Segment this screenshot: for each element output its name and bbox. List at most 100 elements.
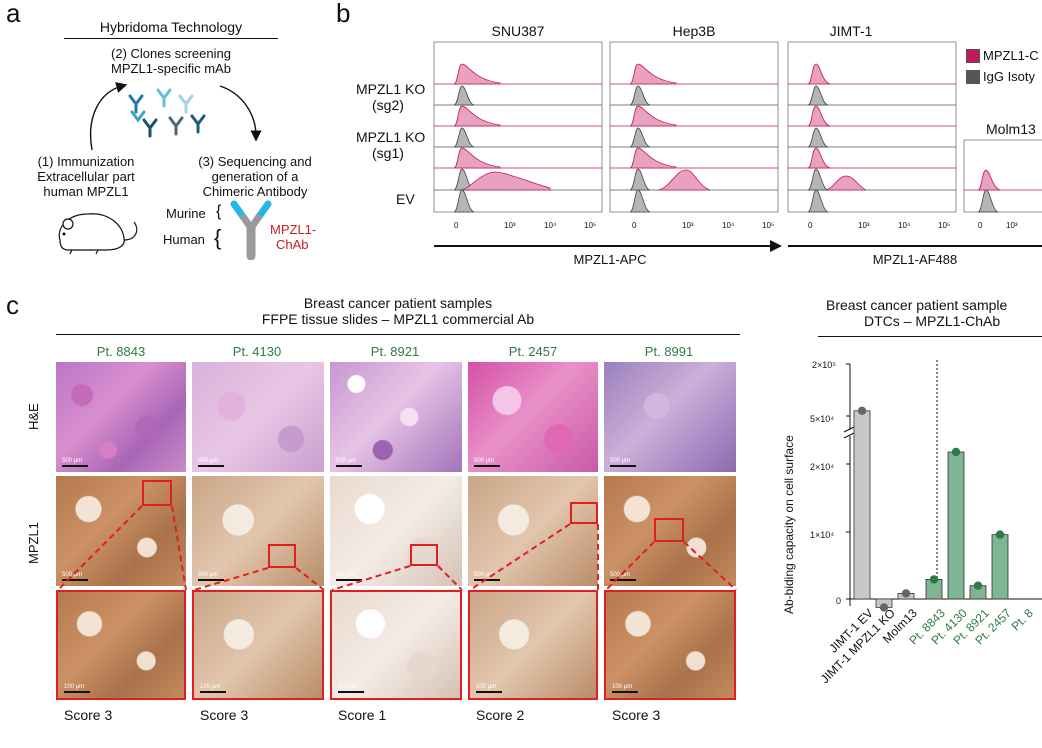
ihc-image-8991: 500 µm bbox=[604, 476, 736, 586]
he-image-8843: 500 µm bbox=[56, 362, 186, 472]
he-image-8921: 500 µm bbox=[330, 362, 462, 472]
row-label-ko-sg1: MPZL1 KO bbox=[356, 129, 426, 145]
patient-label-8991: Pt. 8991 bbox=[644, 344, 694, 359]
title-underline bbox=[64, 38, 278, 39]
roi-box-4130 bbox=[268, 544, 296, 568]
bar-point-6 bbox=[973, 581, 983, 590]
roi-box-8843 bbox=[142, 480, 172, 506]
legend-label-mpzl1: MPZL1-C bbox=[983, 48, 1039, 63]
row-label-mpzl1: MPZL1 bbox=[26, 522, 41, 564]
score-label-8991: Score 3 bbox=[612, 707, 661, 723]
tick-jimt-4: 10⁴ bbox=[898, 221, 911, 230]
tick-molm-3: 10³ bbox=[1006, 221, 1018, 230]
xaxis-label-apc: MPZL1-APC bbox=[573, 252, 647, 267]
bar-point-7 bbox=[995, 530, 1005, 539]
ihc-image-2457: 500 µm bbox=[468, 476, 598, 586]
bar-point-2 bbox=[879, 603, 889, 612]
murine-label: Murine bbox=[166, 206, 206, 221]
score-label-8843: Score 3 bbox=[64, 707, 113, 723]
human-label: Human bbox=[163, 232, 205, 247]
row-label-ev: EV bbox=[396, 191, 415, 207]
patient-label-2457: Pt. 2457 bbox=[508, 344, 558, 359]
row-label-he: H&E bbox=[26, 403, 41, 430]
he-image-4130: 500 µm bbox=[192, 362, 324, 472]
score-label-4130: Score 3 bbox=[200, 707, 249, 723]
histogram-panel-snu387 bbox=[433, 41, 603, 213]
panel-d-title-line1: Breast cancer patient sample bbox=[826, 297, 1008, 313]
panel-letter-c: c bbox=[6, 290, 19, 320]
legend-swatch-igg bbox=[966, 70, 980, 84]
panel-c-title-line1: Breast cancer patient samples bbox=[303, 295, 493, 311]
bar-point-1 bbox=[857, 406, 867, 415]
ihc-image-8843: 500 µm bbox=[56, 476, 186, 586]
zoom-image-8921: 100 µm bbox=[330, 590, 462, 700]
step3-line1: (3) Sequencing and bbox=[198, 154, 312, 169]
murine-brace: { bbox=[216, 203, 222, 220]
step1-line1: (1) Immunization bbox=[37, 154, 135, 169]
histogram-panel-jimt1 bbox=[787, 41, 957, 213]
patient-label-4130: Pt. 4130 bbox=[232, 344, 282, 359]
bar-point-4 bbox=[929, 575, 939, 584]
roi-box-8921 bbox=[410, 544, 438, 566]
bar-1 bbox=[853, 410, 871, 600]
tick-snu-0: 0 bbox=[454, 221, 459, 230]
antibody-cycle-graphic bbox=[90, 82, 262, 151]
zoom-image-4130: 100 µm bbox=[192, 590, 324, 700]
score-label-8921: Score 1 bbox=[338, 707, 387, 723]
row-label-sg1: (sg1) bbox=[372, 145, 404, 161]
molm13-title: Molm13 bbox=[986, 121, 1036, 137]
panel-c-title-underline bbox=[56, 334, 740, 335]
chab-label-line1: MPZL1- bbox=[270, 222, 317, 237]
step3-line3: Chimeric Antibody bbox=[202, 184, 308, 199]
histogram-panel-hep3b bbox=[609, 41, 779, 213]
ytick-0: 0 bbox=[836, 596, 842, 606]
bar-chart bbox=[843, 360, 1042, 612]
panel-letter-a: a bbox=[6, 0, 21, 28]
score-label-2457: Score 2 bbox=[476, 707, 525, 723]
step2-line2: MPZL1-specific mAb bbox=[111, 61, 231, 76]
ytick-5e4: 5×10⁴ bbox=[810, 414, 835, 424]
tick-molm-0: 0 bbox=[978, 221, 983, 230]
tick-hep-4: 10⁴ bbox=[722, 221, 735, 230]
panel-d-ylabel: Ab-biding capacity on cell surface bbox=[782, 435, 796, 614]
zoom-connector-lines bbox=[57, 505, 737, 591]
ytick-1e4: 1×10⁴ bbox=[810, 530, 835, 540]
roi-box-2457 bbox=[570, 502, 598, 524]
bar-7 bbox=[991, 534, 1009, 600]
human-brace: { bbox=[214, 225, 222, 250]
chimeric-antibody-icon bbox=[230, 200, 272, 260]
tick-jimt-0: 0 bbox=[808, 221, 813, 230]
panel-a-title: Hybridoma Technology bbox=[99, 19, 243, 35]
ihc-image-4130: 500 µm bbox=[192, 476, 324, 586]
patient-label-8921: Pt. 8921 bbox=[370, 344, 420, 359]
mouse-icon bbox=[58, 213, 138, 254]
step1-line3: human MPZL1 bbox=[43, 184, 129, 199]
tick-hep-5: 10⁵ bbox=[762, 221, 775, 230]
flow-histograms bbox=[433, 41, 1042, 252]
chab-label-line2: ChAb bbox=[276, 237, 309, 252]
tick-jimt-3: 10³ bbox=[858, 221, 870, 230]
tick-snu-3: 10³ bbox=[504, 221, 516, 230]
tick-hep-3: 10³ bbox=[682, 221, 694, 230]
col-title-snu387: SNU387 bbox=[491, 23, 545, 39]
bar-5 bbox=[947, 451, 965, 600]
ytick-2e4: 2×10⁴ bbox=[810, 462, 835, 472]
panel-d-title-line2: DTCs – MPZL1-ChAb bbox=[864, 313, 1001, 329]
step1-line2: Extracellular part bbox=[37, 169, 135, 184]
col-title-jimt1: JIMT-1 bbox=[829, 23, 873, 39]
he-image-2457: 500 µm bbox=[468, 362, 598, 472]
zoom-image-8843: 100 µm bbox=[56, 590, 186, 700]
zoom-image-2457: 100 µm bbox=[468, 590, 598, 700]
patient-label-8843: Pt. 8843 bbox=[96, 344, 146, 359]
tick-snu-4: 10⁴ bbox=[544, 221, 557, 230]
zoom-image-8991: 100 µm bbox=[604, 590, 736, 700]
step2-line1: (2) Clones screening bbox=[111, 46, 231, 61]
tick-snu-5: 10⁵ bbox=[584, 221, 597, 230]
bar-point-3 bbox=[901, 589, 911, 598]
row-label-sg2: (sg2) bbox=[372, 97, 404, 113]
roi-box-8991 bbox=[654, 518, 684, 542]
panel-letter-b: b bbox=[336, 0, 351, 28]
row-label-ko-sg2: MPZL1 KO bbox=[356, 81, 426, 97]
tick-hep-0: 0 bbox=[632, 221, 637, 230]
xaxis-label-af488: MPZL1-AF488 bbox=[872, 252, 958, 267]
